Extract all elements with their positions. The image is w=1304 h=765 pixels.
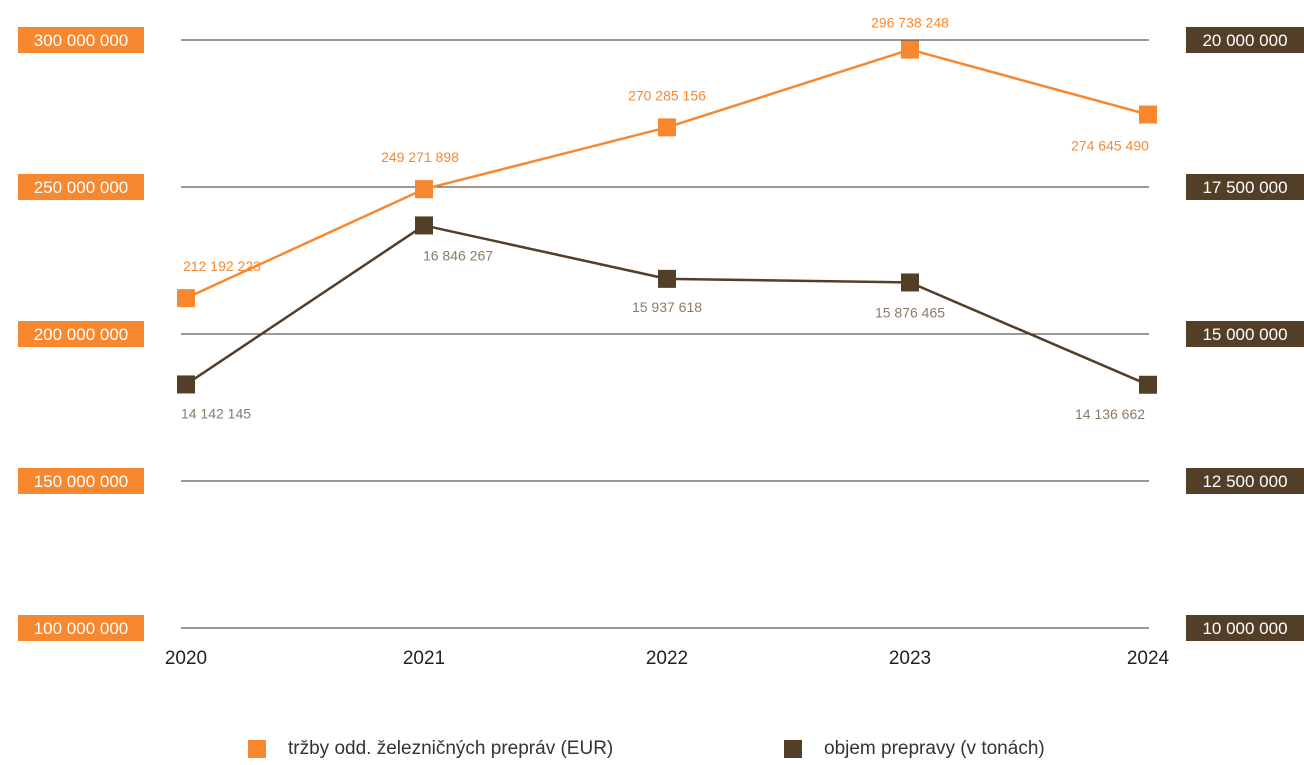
data-label-revenue: 274 645 490 <box>1071 138 1149 154</box>
x-axis-tick-label: 2020 <box>165 648 207 669</box>
left-axis-tick-box <box>18 321 144 347</box>
data-point-volume <box>1139 375 1157 394</box>
data-label-revenue: 212 192 223 <box>183 258 261 274</box>
data-point-volume <box>415 216 433 235</box>
data-label-revenue: 270 285 156 <box>628 87 706 103</box>
data-label-revenue: 296 738 248 <box>871 15 949 31</box>
data-point-revenue <box>658 118 676 137</box>
data-point-revenue <box>901 40 919 59</box>
left-axis-tick-box <box>18 27 144 53</box>
data-point-revenue <box>415 180 433 199</box>
left-axis-tick-label: 300 000 000 <box>34 31 129 50</box>
left-axis-tick-box <box>18 468 144 494</box>
data-point-revenue <box>1139 105 1157 124</box>
data-label-volume: 16 846 267 <box>423 247 493 263</box>
legend: tržby odd. železničných prepráv (EUR) ob… <box>0 738 1304 762</box>
right-axis-tick-box <box>1186 174 1304 200</box>
legend-label-revenue: tržby odd. železničných prepráv (EUR) <box>288 738 614 759</box>
legend-item-volume: objem prepravy (v tonách) <box>784 738 1045 760</box>
right-axis-tick-box <box>1186 27 1304 53</box>
left-axis-tick-label: 150 000 000 <box>34 472 129 491</box>
right-axis-tick-label: 20 000 000 <box>1202 31 1287 50</box>
left-axis-tick-label: 100 000 000 <box>34 619 129 638</box>
data-label-volume: 15 937 618 <box>632 299 702 315</box>
data-point-volume <box>901 273 919 292</box>
data-label-volume: 14 136 662 <box>1075 406 1145 422</box>
legend-label-volume: objem prepravy (v tonách) <box>824 738 1045 759</box>
left-axis-tick-label: 200 000 000 <box>34 325 129 344</box>
data-point-volume <box>658 269 676 288</box>
right-axis-tick-label: 17 500 000 <box>1202 178 1287 197</box>
data-point-revenue <box>177 289 195 308</box>
data-label-volume: 15 876 465 <box>875 304 945 320</box>
data-point-volume <box>177 375 195 394</box>
line-chart: 100 000 000 150 000 000 200 000 000 250 000… <box>18 15 1304 669</box>
right-axis-tick-label: 12 500 000 <box>1202 472 1287 491</box>
left-axis-tick-box <box>18 174 144 200</box>
left-axis-tick-box <box>18 615 144 641</box>
x-axis-tick-label: 2021 <box>403 648 445 669</box>
right-axis-tick-box <box>1186 468 1304 494</box>
legend-item-revenue: tržby odd. železničných prepráv (EUR) <box>248 738 613 760</box>
right-axis-tick-label: 10 000 000 <box>1202 619 1287 638</box>
x-axis-tick-label: 2022 <box>646 648 688 669</box>
left-axis-tick-label: 250 000 000 <box>34 178 129 197</box>
legend-swatch-volume <box>784 740 802 758</box>
x-axis-tick-label: 2024 <box>1127 648 1170 669</box>
legend-swatch-revenue <box>248 740 266 758</box>
x-axis-tick-label: 2023 <box>889 648 931 669</box>
right-axis-tick-box <box>1186 321 1304 347</box>
right-axis-tick-box <box>1186 615 1304 641</box>
right-axis-tick-label: 15 000 000 <box>1202 325 1287 344</box>
data-label-volume: 14 142 145 <box>181 405 251 421</box>
data-label-revenue: 249 271 898 <box>381 149 459 165</box>
